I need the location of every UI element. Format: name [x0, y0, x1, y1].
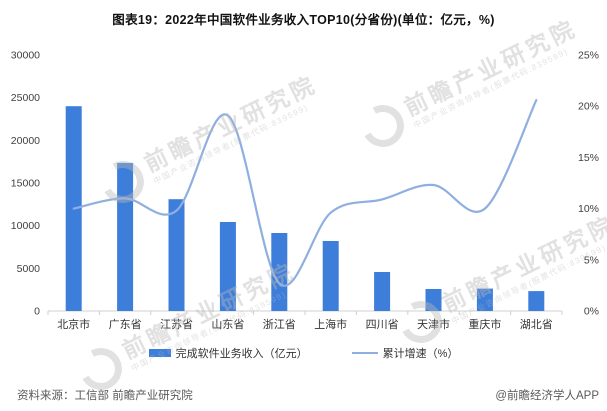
legend-label-revenue: 完成软件业务收入（亿元） — [175, 348, 308, 360]
bar — [322, 241, 339, 311]
y-axis-left-tick-label: 15000 — [11, 178, 40, 190]
chart-legend: 完成软件业务收入（亿元） 累计增速（%） — [0, 345, 607, 361]
x-axis-category-label: 江苏省 — [160, 318, 193, 331]
app-credit: @前瞻经济学人APP — [495, 390, 599, 402]
bar-series-swatch-icon — [148, 349, 171, 357]
y-axis-right-tick-label: 20% — [578, 101, 599, 113]
x-axis-category-label: 浙江省 — [263, 318, 296, 331]
y-axis-left-tick-label: 5000 — [17, 263, 41, 275]
x-axis-category-label: 山东省 — [211, 318, 244, 331]
y-axis-left-tick-label: 0 — [34, 306, 40, 318]
bar — [168, 199, 185, 311]
x-axis-category-label: 湖北省 — [520, 318, 553, 331]
chart-plot-area: 0 5000 10000 15000 20000 25000 30000 0% 5% 10% 15%… — [11, 50, 599, 332]
x-axis-category-label: 上海市 — [314, 317, 347, 331]
y-axis-right-tick-label: 10% — [578, 203, 599, 215]
legend-item-revenue: 完成软件业务收入（亿元） — [148, 345, 308, 361]
chart-title: 图表19：2022年中国软件业务收入TOP10(分省份)(单位：亿元，%) — [112, 13, 495, 27]
bar — [219, 222, 236, 311]
source-note: 资料来源：工信部 前瞻产业研究院 — [17, 390, 193, 402]
y-axis-right-tick-label: 25% — [578, 50, 599, 62]
growth-rate-line — [72, 99, 538, 287]
x-axis-category-label: 北京市 — [57, 317, 90, 331]
y-axis-left-tick-label: 10000 — [11, 220, 40, 232]
bar — [117, 162, 134, 311]
legend-item-growth: 累计增速（%） — [351, 345, 459, 361]
x-axis-category-label: 重庆市 — [468, 317, 501, 331]
bar — [271, 233, 288, 311]
bar — [528, 291, 545, 311]
x-axis-category-label: 天津市 — [417, 317, 450, 331]
line-series-swatch-icon — [351, 352, 378, 354]
bar — [476, 288, 493, 311]
bar — [425, 289, 442, 311]
x-axis-category-label: 广东省 — [109, 318, 142, 331]
y-axis-left-tick-label: 20000 — [11, 135, 40, 147]
x-axis-category-label: 四川省 — [366, 318, 399, 331]
y-axis-left-tick-label: 30000 — [11, 50, 40, 62]
chart-footer: 资料来源：工信部 前瞻产业研究院 @前瞻经济学人APP — [0, 387, 607, 403]
y-axis-right-tick-label: 15% — [578, 152, 599, 164]
legend-label-growth: 累计增速（%） — [382, 348, 459, 360]
y-axis-right-tick-label: 0% — [584, 306, 599, 318]
y-axis-right-tick-label: 5% — [584, 254, 599, 266]
y-axis-left-tick-label: 25000 — [11, 92, 40, 104]
bar — [374, 272, 391, 311]
